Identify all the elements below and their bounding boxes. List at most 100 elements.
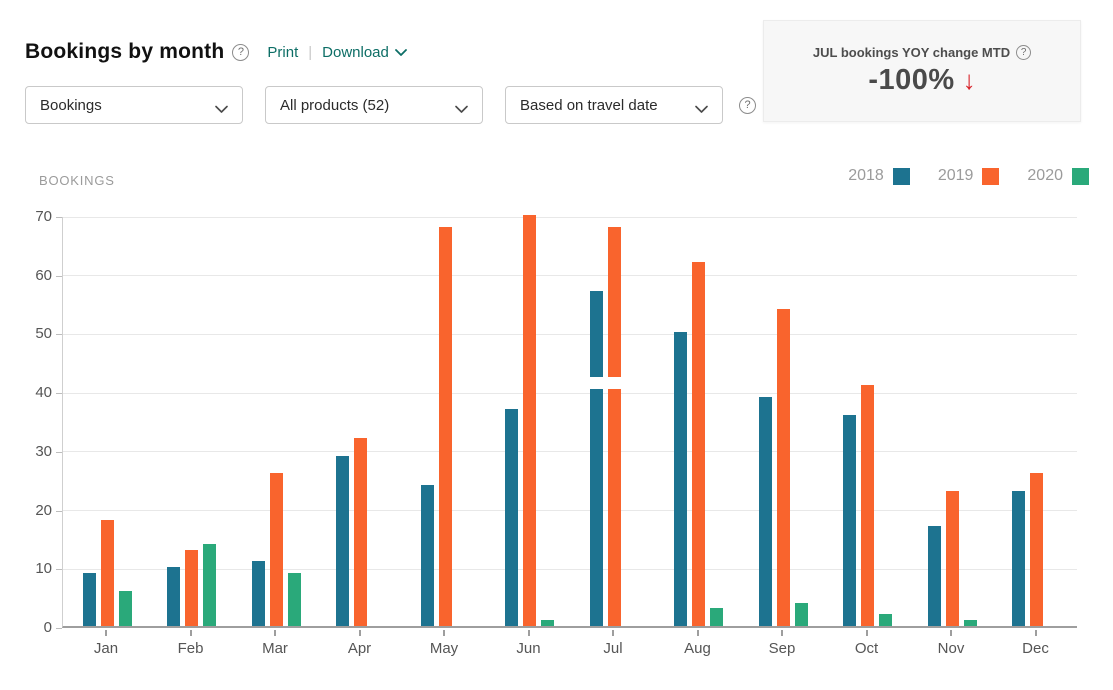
bar-2019-mar[interactable] [269, 473, 283, 626]
gridline-10 [63, 568, 1077, 570]
x-axis-tick [1034, 630, 1037, 636]
kpi-title: JUL bookings YOY change MTD ? [812, 45, 1032, 60]
y-axis-tick [56, 275, 62, 277]
bar-group-may [418, 227, 472, 626]
bar-2019-oct[interactable] [861, 385, 874, 626]
bar-2019-jan[interactable] [100, 520, 114, 626]
y-axis-tick [56, 628, 62, 629]
kpi-title-text: JUL bookings YOY change MTD [812, 45, 1011, 60]
x-axis-label-feb: Feb [177, 640, 204, 657]
bar-2018-jun[interactable] [505, 409, 518, 626]
y-axis-label-0: 0 [43, 619, 52, 636]
x-axis-tick [950, 630, 952, 636]
products-dropdown[interactable]: All products (52) [265, 86, 483, 124]
x-axis-tick [189, 630, 192, 636]
bar-2019-may[interactable] [438, 227, 452, 626]
bar-2019-sep[interactable] [776, 309, 790, 626]
plot-area [62, 215, 1077, 628]
x-axis-tick [105, 630, 107, 636]
x-axis-tick [443, 630, 445, 636]
y-axis-label-20: 20 [35, 501, 52, 519]
x-axis-tick [696, 630, 699, 636]
gridline-50 [63, 333, 1077, 335]
y-axis-label-40: 40 [35, 384, 52, 402]
x-axis-label-sep: Sep [768, 640, 796, 657]
filter-help-icon[interactable]: ? [739, 96, 756, 114]
bar-2020-feb[interactable] [203, 544, 216, 626]
bar-2019-apr[interactable] [354, 438, 367, 626]
x-axis-tick [612, 630, 614, 636]
x-axis-tick [274, 630, 276, 636]
chevron-down-icon[interactable] [394, 44, 407, 61]
bar-2020-sep[interactable] [794, 603, 808, 626]
legend-item-2018[interactable]: 2018 [848, 167, 910, 185]
filter-row: Bookings All products (52) Based on trav… [25, 86, 756, 124]
trend-down-arrow-icon: ↓ [962, 65, 976, 95]
bar-2020-aug[interactable] [710, 608, 723, 626]
bar-group-jul [587, 227, 641, 626]
bar-2018-sep[interactable] [758, 397, 772, 626]
x-axis-label-mar: Mar [262, 640, 288, 657]
link-divider: | [308, 43, 313, 61]
legend-item-2020[interactable]: 2020 [1027, 167, 1089, 185]
bar-2018-mar[interactable] [251, 561, 265, 626]
mtd-marker-gap [589, 377, 603, 389]
y-axis-tick [56, 217, 62, 218]
x-axis-tick [527, 630, 530, 636]
y-axis-tick [56, 334, 62, 336]
bar-2018-oct[interactable] [843, 415, 856, 626]
kpi-value-row: -100% ↓ [868, 64, 975, 97]
bar-group-mar [249, 473, 303, 626]
bar-2019-feb[interactable] [185, 550, 198, 626]
kpi-help-icon[interactable]: ? [1016, 45, 1032, 60]
x-axis-label-dec: Dec [1022, 640, 1049, 657]
y-axis-title: BOOKINGS [39, 173, 115, 188]
bar-2020-nov[interactable] [963, 620, 977, 626]
download-link[interactable]: Download [322, 43, 389, 61]
chart-legend: 2018 2019 2020 [820, 167, 1089, 185]
y-axis-tick [56, 393, 62, 395]
bar-2019-nov[interactable] [945, 491, 959, 626]
chevron-down-icon [695, 101, 708, 118]
print-link[interactable]: Print [267, 43, 299, 61]
title-help-icon[interactable]: ? [232, 43, 250, 61]
x-axis-label-nov: Nov [937, 640, 965, 657]
legend-label-2020: 2020 [1027, 167, 1063, 184]
bar-2018-jan[interactable] [82, 573, 96, 626]
y-axis-tick [56, 451, 62, 453]
bar-2019-aug[interactable] [692, 262, 705, 626]
gridline-60 [63, 275, 1077, 277]
x-axis-tick [781, 630, 783, 636]
bar-2019-jul[interactable] [607, 227, 621, 626]
bar-2019-dec[interactable] [1030, 473, 1043, 626]
bar-2020-oct[interactable] [879, 614, 892, 626]
bar-2018-nov[interactable] [927, 526, 941, 626]
bar-2020-jan[interactable] [118, 591, 132, 626]
header: Bookings by month ? Print | Download [25, 40, 407, 64]
x-axis-label-jun: Jun [516, 640, 541, 657]
bar-2018-aug[interactable] [674, 332, 687, 626]
legend-item-2019[interactable]: 2019 [938, 167, 1000, 185]
bar-2018-may[interactable] [420, 485, 434, 626]
bar-group-feb [165, 544, 219, 626]
date-basis-dropdown[interactable]: Based on travel date [505, 86, 723, 124]
gridline-40 [63, 392, 1077, 394]
bar-group-apr [334, 438, 388, 626]
metric-dropdown[interactable]: Bookings [25, 86, 243, 124]
y-axis-label-10: 10 [35, 560, 52, 578]
x-axis-label-jan: Jan [93, 640, 119, 657]
y-axis-label-70: 70 [35, 208, 52, 225]
gridline-20 [63, 510, 1077, 512]
bar-2018-feb[interactable] [167, 567, 180, 626]
bar-2019-jun[interactable] [523, 215, 536, 626]
bar-2020-mar[interactable] [287, 573, 301, 626]
x-axis-label-apr: Apr [347, 640, 372, 657]
bar-group-dec [1010, 473, 1064, 626]
bar-2018-jul[interactable] [589, 291, 603, 626]
page-title: Bookings by month [25, 40, 225, 63]
x-axis-label-aug: Aug [684, 640, 711, 657]
bar-2018-apr[interactable] [336, 456, 349, 626]
bar-group-nov [925, 491, 979, 626]
bar-2018-dec[interactable] [1012, 491, 1025, 626]
bar-2020-jun[interactable] [541, 620, 554, 626]
